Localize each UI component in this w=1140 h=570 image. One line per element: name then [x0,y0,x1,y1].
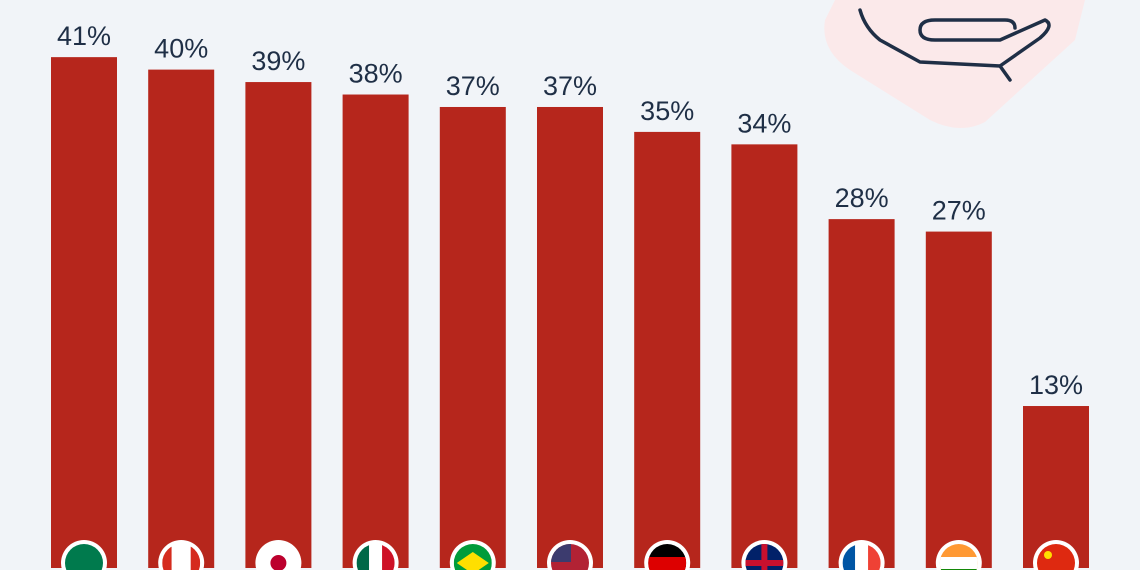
value-label: 37% [543,71,597,101]
bar [342,94,409,569]
flag-stripe [369,544,383,570]
value-label: 34% [737,108,791,138]
flag [158,540,205,570]
value-label: 13% [1029,370,1083,400]
value-label: 37% [446,71,500,101]
bar [148,69,215,568]
value-label: 39% [251,46,305,76]
flag-stripe [855,544,869,570]
value-label: 27% [932,196,986,226]
flag-body [162,544,201,570]
flag-stripe [171,544,191,570]
bar [828,219,895,568]
flag [935,540,982,570]
flag [741,540,788,570]
flag-cross [761,544,768,570]
bar [925,231,992,568]
value-label: 40% [154,34,208,64]
flag-stripe [162,544,172,570]
bar [537,106,603,568]
flag-stripe [648,557,687,570]
value-label: 28% [835,183,889,213]
flag [352,540,399,570]
hand-icon [858,8,1051,82]
flag [61,540,107,570]
flag-diamond [456,552,489,570]
flag [838,540,885,570]
flag-sun [270,555,287,570]
flag [255,540,302,570]
flag [449,540,496,570]
value-label: 41% [57,21,111,51]
flag-star [1044,551,1052,559]
flag-stripe [939,557,978,569]
bar [439,106,506,568]
flag [1033,540,1079,570]
flag-stripe [190,544,201,570]
flag [547,540,593,570]
value-label: 38% [349,59,403,89]
bar [731,144,798,569]
bar [245,82,312,568]
bar [51,57,117,568]
flag [644,540,691,570]
value-label: 35% [640,96,694,126]
bar [634,131,701,568]
